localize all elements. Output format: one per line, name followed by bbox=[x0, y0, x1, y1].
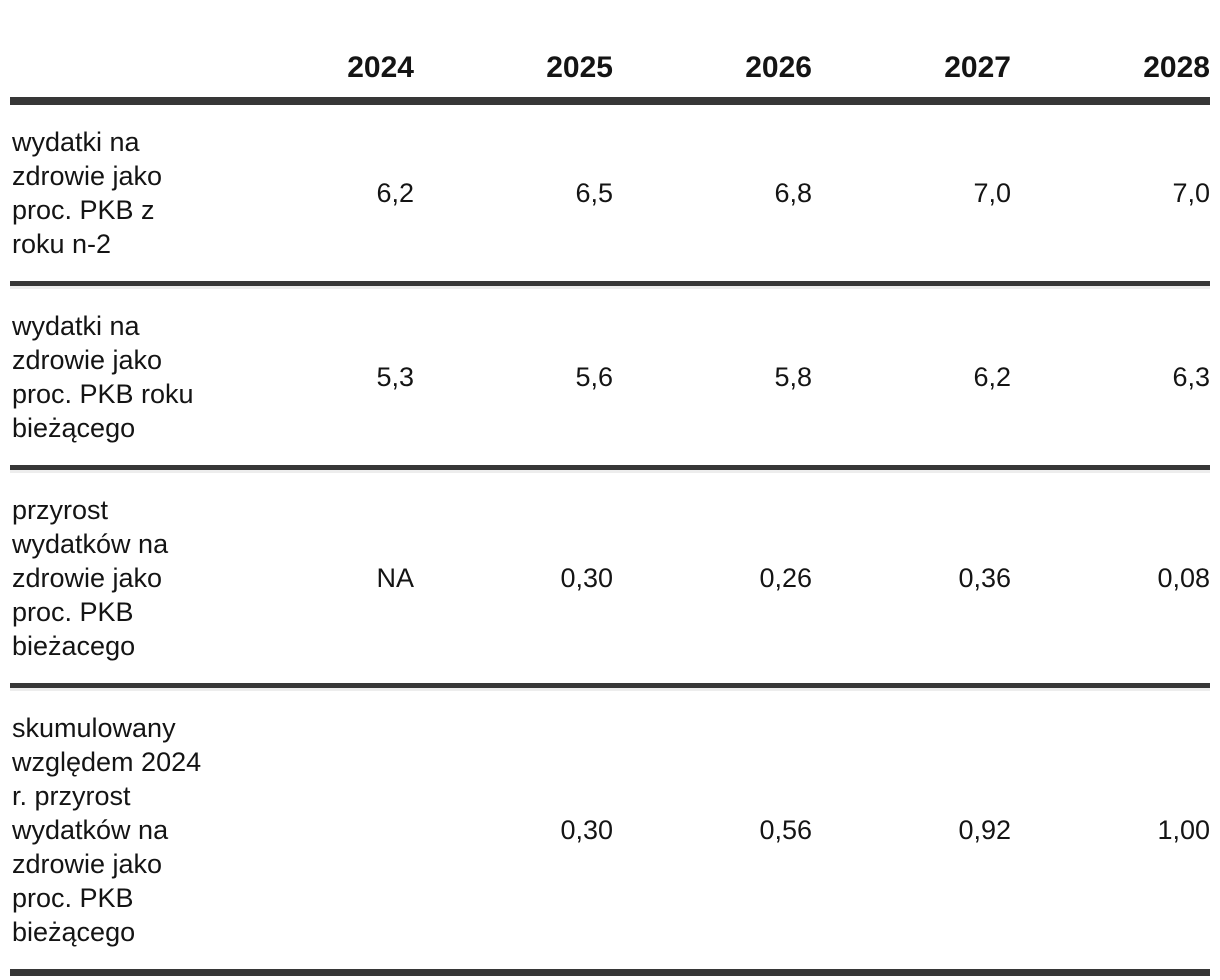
row-label: wydatki na zdrowie jako proc. PKB z roku… bbox=[12, 127, 163, 259]
row-rule bbox=[10, 465, 1210, 470]
row-rule bbox=[10, 281, 1210, 286]
cell-value: 0,92 bbox=[958, 815, 1011, 845]
cell-value: 0,56 bbox=[759, 815, 812, 845]
header-year-2025: 2025 bbox=[546, 51, 613, 84]
header-rule bbox=[10, 97, 1210, 105]
cell-value: 0,30 bbox=[560, 563, 613, 593]
header-year-2026: 2026 bbox=[745, 51, 812, 84]
cell-value: 0,36 bbox=[958, 563, 1011, 593]
row-label: przyrost wydatków na zdrowie jako proc. … bbox=[12, 495, 169, 661]
table-row: wydatki na zdrowie jako proc. PKB roku b… bbox=[10, 289, 1210, 465]
row-rule-light bbox=[10, 688, 1210, 691]
cell-value: 5,8 bbox=[774, 362, 812, 392]
header-year-2028: 2028 bbox=[1143, 51, 1210, 84]
cell-value: 6,8 bbox=[774, 178, 812, 208]
row-rule bbox=[10, 683, 1210, 688]
table-row: wydatki na zdrowie jako proc. PKB z roku… bbox=[10, 105, 1210, 281]
cell-value: 6,2 bbox=[973, 362, 1011, 392]
bottom-rule bbox=[10, 969, 1210, 976]
cell-value: 6,2 bbox=[376, 178, 414, 208]
row-rule-light bbox=[10, 470, 1210, 473]
row-label: wydatki na zdrowie jako proc. PKB roku b… bbox=[12, 311, 194, 443]
cell-value: 6,3 bbox=[1172, 362, 1210, 392]
cell-value: 5,3 bbox=[376, 362, 414, 392]
row-rule-light bbox=[10, 286, 1210, 289]
header-year-2027: 2027 bbox=[944, 51, 1011, 84]
cell-value: 7,0 bbox=[1172, 178, 1210, 208]
cell-value: 7,0 bbox=[973, 178, 1011, 208]
cell-value: 1,00 bbox=[1157, 815, 1210, 845]
header-year-2024: 2024 bbox=[347, 51, 414, 84]
row-label: skumulowany względem 2024 r. przyrost wy… bbox=[12, 713, 202, 947]
table-row: skumulowany względem 2024 r. przyrost wy… bbox=[10, 691, 1210, 969]
cell-value: 0,26 bbox=[759, 563, 812, 593]
cell-value: 6,5 bbox=[575, 178, 613, 208]
table-row: przyrost wydatków na zdrowie jako proc. … bbox=[10, 473, 1210, 683]
cell-value: 5,6 bbox=[575, 362, 613, 392]
health-spending-table: 2024 2025 2026 2027 2028 wydatki na zdro… bbox=[10, 0, 1210, 976]
cell-value: 0,08 bbox=[1157, 563, 1210, 593]
cell-value: NA bbox=[376, 563, 414, 593]
cell-value: 0,30 bbox=[560, 815, 613, 845]
table-header-row: 2024 2025 2026 2027 2028 bbox=[10, 0, 1210, 97]
